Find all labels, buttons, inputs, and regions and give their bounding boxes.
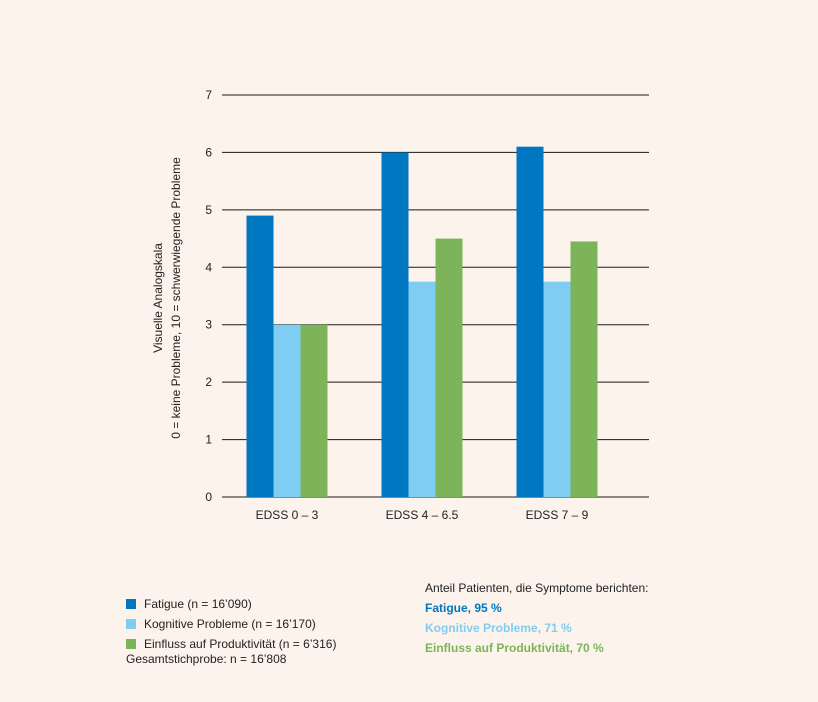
- total-sample: Gesamtstichprobe: n = 16’808: [126, 652, 287, 666]
- legend-swatch-produktivitaet: [126, 639, 136, 649]
- y-axis-ticks: 0 1 2 3 4 5 6 7: [205, 88, 212, 504]
- x-axis-categories: EDSS 0 – 3 EDSS 4 – 6.5 EDSS 7 – 9: [256, 508, 589, 522]
- x-category-label: EDSS 7 – 9: [526, 508, 589, 522]
- y-axis-label-line2: 0 = keine Probleme, 10 = schwerwiegende …: [169, 157, 183, 439]
- legend-swatch-kognitive: [126, 619, 136, 629]
- x-category-label: EDSS 0 – 3: [256, 508, 319, 522]
- y-axis-label-line1: Visuelle Analogskala: [151, 243, 165, 353]
- y-tick-label: 3: [205, 318, 212, 332]
- symptom-share: Anteil Patienten, die Symptome berichten…: [425, 578, 648, 658]
- symptom-share-produktivitaet: Einfluss auf Produktivität, 70 %: [425, 641, 604, 655]
- y-tick-label: 6: [205, 145, 212, 159]
- legend-label-fatigue: Fatigue (n = 16’090): [144, 597, 252, 611]
- legend-item-fatigue: Fatigue (n = 16’090): [126, 594, 336, 614]
- legend-swatch-fatigue: [126, 599, 136, 609]
- y-tick-label: 4: [205, 260, 212, 274]
- bar: [408, 281, 436, 497]
- legend-item-produktivitaet: Einfluss auf Produktivität (n = 6’316): [126, 634, 336, 654]
- bar: [516, 146, 544, 497]
- bar: [300, 324, 328, 497]
- legend: Fatigue (n = 16’090) Kognitive Probleme …: [126, 594, 336, 654]
- legend-item-kognitive: Kognitive Probleme (n = 16’170): [126, 614, 336, 634]
- bar: [543, 281, 571, 497]
- symptom-share-kognitive: Kognitive Probleme, 71 %: [425, 621, 572, 635]
- bar-chart: 0 1 2 3 4 5 6 7 EDSS 0 – 3 EDSS 4 – 6.5 EDSS 7 – …: [151, 88, 649, 522]
- legend-label-kognitive: Kognitive Probleme (n = 16’170): [144, 617, 316, 631]
- y-tick-label: 7: [205, 88, 212, 102]
- bar: [273, 324, 301, 497]
- bar: [381, 152, 409, 497]
- bar: [435, 238, 463, 498]
- bar: [570, 241, 598, 497]
- symptom-share-title: Anteil Patienten, die Symptome berichten…: [425, 581, 649, 595]
- y-tick-label: 5: [205, 203, 212, 217]
- y-tick-label: 0: [205, 490, 212, 504]
- bar: [246, 215, 274, 497]
- y-tick-label: 1: [205, 433, 212, 447]
- y-tick-label: 2: [205, 375, 212, 389]
- x-category-label: EDSS 4 – 6.5: [386, 508, 459, 522]
- symptom-share-fatigue: Fatigue, 95 %: [425, 601, 502, 615]
- legend-label-produktivitaet: Einfluss auf Produktivität (n = 6’316): [144, 637, 337, 651]
- bars: [246, 146, 598, 498]
